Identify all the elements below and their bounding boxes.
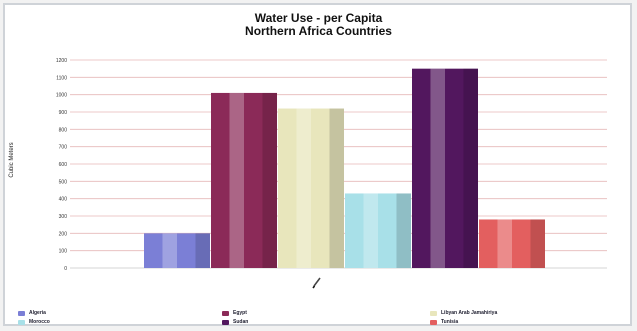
bar-algeria [144,233,210,268]
y-tick-label: 1200 [56,58,67,64]
y-tick-label: 500 [59,179,68,185]
bar-shade [396,193,411,268]
bar-shade [262,92,277,268]
y-tick-label: 800 [59,127,68,133]
bar-shade [530,219,545,268]
bar-highlight [430,68,445,269]
bar-highlight [162,233,177,268]
chart-title: Water Use - per Capita [254,11,383,25]
y-tick-label: 900 [59,110,68,116]
chart-subtitle: Northern Africa Countries [245,24,392,38]
y-tick-label: 1100 [56,75,67,81]
bar-sudan [412,68,478,269]
bar-highlight [363,193,378,268]
y-tick-label: 100 [59,249,68,255]
bar-shade [463,68,478,269]
bars [144,68,545,269]
y-tick-label: 0 [64,266,67,272]
bar-shade [195,233,210,268]
y-tick-labels: 0 100 200 300 400 500 600 700 800 900 1000 1100 1200 [56,58,67,272]
bar-egypt [211,92,277,268]
bar-highlight [229,92,244,268]
y-tick-label: 1000 [56,93,67,99]
y-tick-label: 700 [59,145,68,151]
bar-highlight [497,219,512,268]
y-tick-label: 400 [59,197,68,203]
bar-morocco [345,193,411,268]
y-tick-label: 200 [59,231,68,237]
bar-highlight [296,108,311,269]
bar-tunisia [479,219,545,268]
pencil-icon [312,277,321,289]
y-tick-label: 600 [59,162,68,168]
y-tick-label: 300 [59,214,68,220]
bar-libyan-arab-jamahiriya [278,108,344,269]
bar-shade [329,108,344,269]
